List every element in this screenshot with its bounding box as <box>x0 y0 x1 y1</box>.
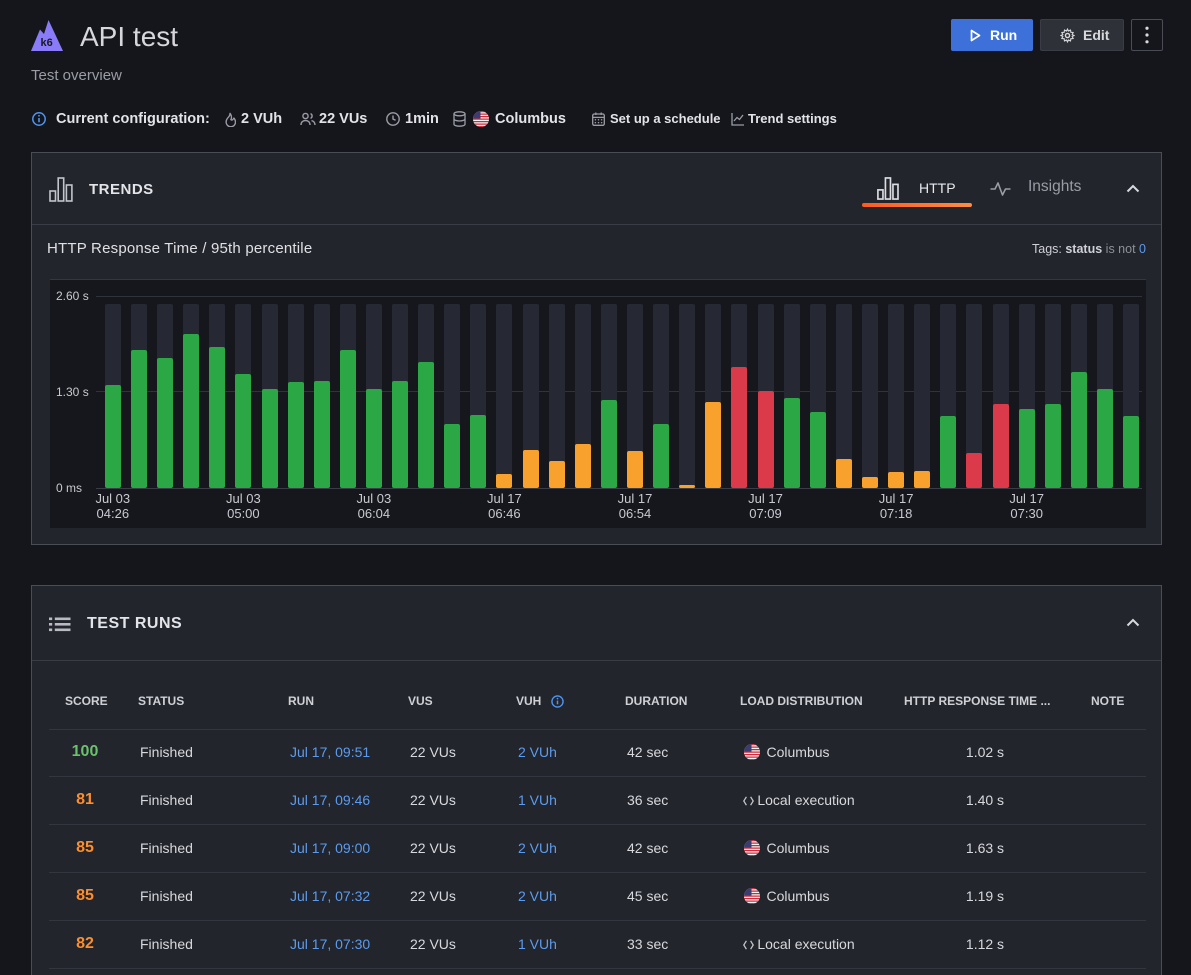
svg-text:k6: k6 <box>41 37 53 49</box>
